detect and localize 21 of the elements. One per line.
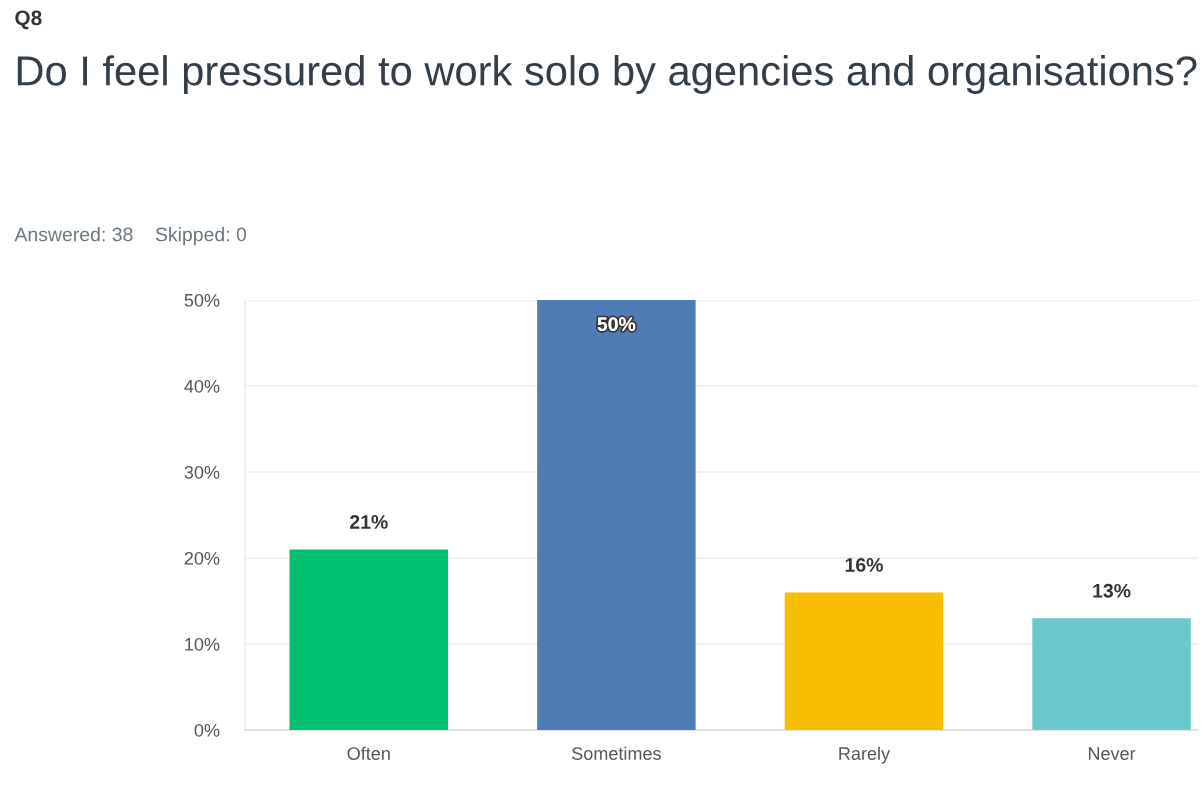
text: Q8 [15, 10, 42, 30]
x-tick-label: Never [1088, 747, 1136, 760]
x-tick-label: Sometimes [572, 746, 661, 760]
data-label: 50% [597, 317, 636, 332]
chart-title: Do I feel pressured to work solo by agencies and organisations? [17, 55, 1197, 94]
data-label: 21% [350, 515, 388, 529]
bar [537, 300, 696, 730]
y-tick-label: 40% [184, 379, 220, 393]
y-tick-label: 10% [185, 637, 220, 651]
data-label: 16% [845, 558, 883, 572]
bar [784, 592, 944, 730]
y-tick-label: 50% [184, 293, 220, 307]
bar [1032, 618, 1191, 730]
x-tick-label: Rarely [839, 746, 891, 764]
y-tick-label: 30% [184, 465, 220, 479]
y-tick-label: 0% [194, 723, 220, 737]
x-tick-label: Often [347, 746, 390, 760]
bar [289, 549, 449, 730]
y-tick-label: 20% [184, 551, 220, 565]
data-label: 13% [1093, 583, 1131, 598]
chart-subtitle: Answered: 38 Skipped: 0 [14, 227, 247, 246]
